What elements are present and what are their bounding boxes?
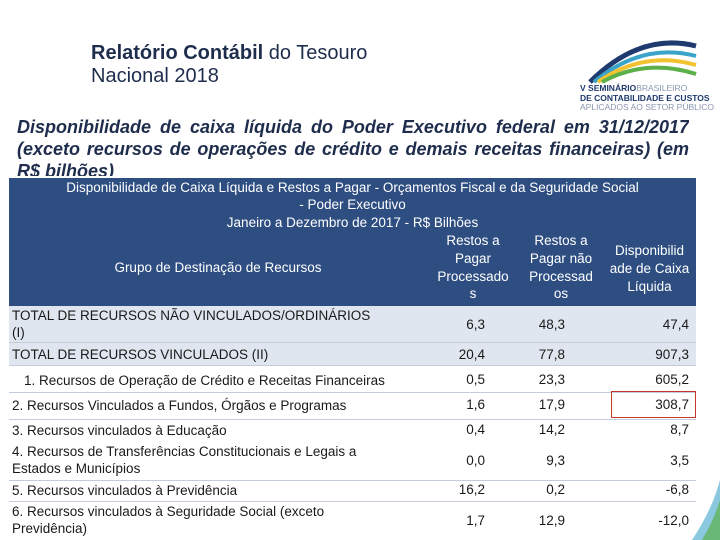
row-divider bbox=[9, 480, 696, 481]
table-row: 4. Recursos de Transferências Constituci… bbox=[12, 444, 689, 476]
title-bold: Relatório Contábil bbox=[91, 42, 264, 64]
slide-subtitle: Disponibilidade de caixa líquida do Pode… bbox=[17, 117, 689, 176]
group-column-header: Grupo de Destinação de Recursos bbox=[114, 260, 322, 275]
logo-line3: APLICADOS AO SETOR PÚBLICO bbox=[580, 102, 714, 112]
row-divider bbox=[9, 501, 696, 502]
logo-text: V SEMINÁRIOBRASILEIRO DE CONTABILIDADE E… bbox=[580, 83, 714, 113]
table-row: TOTAL DE RECURSOS NÃO VINCULADOS/ORDINÁR… bbox=[9, 306, 696, 342]
corner-decoration-icon bbox=[692, 480, 720, 540]
title-rest: do Tesouro bbox=[263, 42, 368, 64]
logo-arcs-icon bbox=[588, 40, 697, 84]
table-row: TOTAL DE RECURSOS VINCULADOS (II) 20,4 7… bbox=[9, 343, 696, 365]
cash-availability-table: Disponibilidade de Caixa Líquida e Resto… bbox=[9, 178, 696, 540]
title-line2: Nacional 2018 bbox=[91, 65, 219, 87]
row-divider bbox=[9, 365, 696, 366]
report-title: Relatório Contábil do Tesouro Nacional 2… bbox=[91, 42, 367, 88]
seminar-logo: V SEMINÁRIOBRASILEIRO DE CONTABILIDADE E… bbox=[580, 36, 714, 112]
table-title-line3: Janeiro a Dezembro de 2017 - R$ Bilhões bbox=[226, 215, 479, 230]
table-row: 3. Recursos vinculados à Educação 0,4 14… bbox=[12, 422, 689, 438]
col-header-rp-nao-processados: Restos a Pagar não Processad os bbox=[529, 233, 593, 301]
table-header: Disponibilidade de Caixa Líquida e Resto… bbox=[9, 178, 696, 306]
logo-line1-bold: V SEMINÁRIO bbox=[580, 83, 637, 93]
table-row: 1. Recursos de Operação de Crédito e Rec… bbox=[24, 372, 689, 388]
col-header-disponibilidade: Disponibilid ade de Caixa Líquida bbox=[609, 243, 690, 294]
row-divider bbox=[9, 419, 696, 420]
table-title-line2: - Poder Executivo bbox=[299, 197, 406, 212]
row-divider bbox=[9, 392, 696, 393]
table-row: 5. Recursos vinculados à Previdência 16,… bbox=[12, 482, 689, 498]
highlight-box bbox=[611, 391, 696, 418]
row-divider bbox=[9, 342, 696, 343]
logo-line2: DE CONTABILIDADE E CUSTOS bbox=[580, 92, 710, 103]
table-title-line1: Disponibilidade de Caixa Líquida e Resto… bbox=[66, 180, 639, 195]
table-row: 2. Recursos Vinculados a Fundos, Órgãos … bbox=[12, 397, 689, 413]
logo-line1-light: BRASILEIRO bbox=[636, 83, 688, 93]
col-header-rp-processados: Restos a Pagar Processado s bbox=[437, 233, 509, 301]
table-row: 6. Recursos vinculados à Seguridade Soci… bbox=[12, 504, 689, 536]
